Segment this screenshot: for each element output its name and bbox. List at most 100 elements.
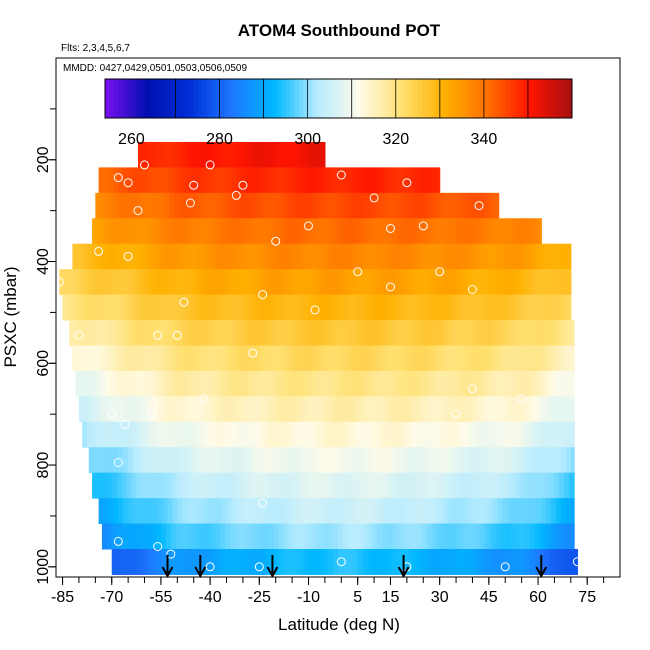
heat-cell [305,498,311,525]
heat-cell [411,523,418,550]
heat-cell [375,370,382,397]
colorbar-segment [444,79,450,118]
heat-cell [313,523,319,550]
heat-cell [290,141,296,173]
heat-cell [182,141,188,173]
colorbar-segment [527,79,533,118]
heat-cell [475,549,482,575]
heat-cell [431,294,437,321]
heat-cell [93,396,100,423]
heat-cell [439,192,446,219]
heat-cell [206,396,213,423]
heat-cell [259,345,265,372]
colorbar-segment [105,79,110,118]
heat-cell [418,320,424,346]
heat-cell [388,396,395,423]
colorbar [104,78,573,119]
colorbar-segment [329,79,335,118]
heat-cell [246,447,252,474]
heat-cell [82,294,88,321]
heat-cell [115,192,121,219]
heat-cell [200,294,206,321]
heat-cell [308,243,315,270]
heat-cell [182,269,188,296]
heat-cell [438,396,444,423]
heat-cell [80,370,87,397]
heat-cell [467,447,474,474]
heat-cell [283,523,290,550]
heat-cell [180,549,187,575]
heat-cell [293,218,300,245]
heat-cell [452,447,459,474]
heat-cell [233,370,239,397]
heat-cell [103,396,110,423]
heat-cell [121,421,128,448]
y-tick-label: 600 [35,350,52,377]
heat-cell [406,294,413,321]
heat-cell [510,472,516,499]
heat-cell [236,447,242,474]
heat-cell [160,421,167,448]
heat-cell [359,396,365,423]
heat-cell [141,218,147,245]
heat-cell [160,243,167,270]
heat-cell [101,218,108,245]
heat-cell [424,370,431,397]
heat-cell [387,218,393,245]
heat-cell [211,396,218,423]
heat-cell [185,549,192,575]
heat-cell [416,243,423,270]
heat-cell [406,523,413,550]
heat-cell [228,192,234,219]
heat-cell [411,472,418,499]
heat-cell [300,269,306,296]
heat-cell [531,320,537,346]
heat-cell [211,167,218,194]
heat-cell [206,269,213,296]
heat-cell [510,243,516,270]
heat-cell [224,345,231,372]
heat-cell [565,498,572,525]
heat-cell [397,472,403,499]
heat-cell [192,396,198,423]
heat-cell [410,370,416,397]
heat-cell [219,549,226,575]
heat-cell [159,370,165,397]
heat-cell [519,218,526,245]
x-tick-label: 30 [431,589,449,606]
heat-cell [357,243,364,270]
heat-cell [126,549,133,575]
heat-cell [338,523,344,550]
heat-cell [551,498,557,525]
colorbar-segment [171,79,176,118]
heat-cell [147,141,154,173]
heat-cell [175,523,182,550]
heat-cell [211,498,218,525]
heat-cell [280,498,287,525]
heat-cell [83,320,90,346]
heat-cell [147,396,154,423]
heat-cell [82,243,88,270]
heat-cell [465,549,472,575]
heat-cell [285,269,292,296]
heat-cell [310,447,316,474]
heat-cell [229,294,236,321]
heat-cell [477,396,483,423]
heat-cell [536,396,542,423]
heat-cell [388,167,395,194]
heat-cell [456,345,462,372]
x-tick-label: -10 [297,589,320,606]
heat-cell [167,447,174,474]
heat-cell [359,167,365,194]
colorbar-segment [395,79,401,118]
heat-cell [482,498,488,525]
sample-point [336,557,346,567]
heat-cell [211,447,218,474]
heat-cell [197,447,203,474]
heat-cell [210,218,216,245]
heat-cell [354,396,360,423]
heat-cell [328,549,334,575]
heat-cell [151,243,157,270]
heat-cell [198,192,205,219]
heat-cell [269,345,275,372]
